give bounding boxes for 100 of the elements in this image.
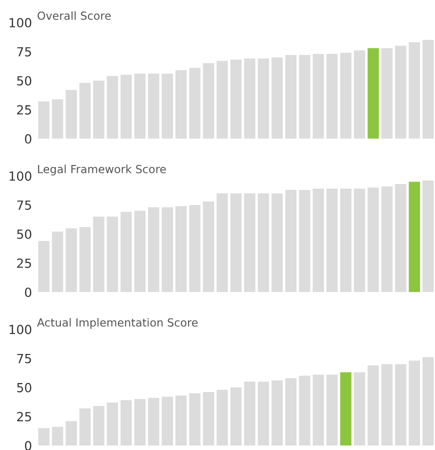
bar bbox=[285, 55, 297, 139]
bar bbox=[120, 400, 132, 446]
bar bbox=[312, 188, 324, 292]
bar bbox=[162, 396, 173, 446]
bar bbox=[148, 207, 160, 292]
bar bbox=[230, 193, 242, 292]
y-tick-label: 100 bbox=[10, 171, 32, 181]
bar bbox=[244, 193, 256, 292]
bar bbox=[66, 228, 77, 292]
bar bbox=[368, 365, 379, 446]
chart-title: Overall Score bbox=[38, 11, 111, 20]
bar bbox=[395, 46, 406, 139]
bar bbox=[38, 240, 50, 292]
bar bbox=[189, 204, 200, 292]
bar bbox=[244, 58, 256, 139]
y-tick-label: 25 bbox=[17, 258, 32, 268]
bar bbox=[408, 42, 420, 139]
bar bbox=[272, 380, 283, 446]
y-tick-label: 75 bbox=[17, 47, 32, 56]
bar bbox=[381, 48, 393, 139]
bar bbox=[395, 184, 406, 292]
bar bbox=[326, 54, 338, 139]
bar bbox=[312, 374, 324, 446]
bar bbox=[175, 206, 187, 292]
y-tick-label: 75 bbox=[17, 200, 32, 210]
bar bbox=[408, 360, 420, 446]
bar bbox=[189, 393, 200, 446]
bar bbox=[134, 210, 146, 292]
bar bbox=[106, 402, 118, 446]
bar bbox=[285, 378, 297, 446]
bar bbox=[244, 382, 256, 446]
bar bbox=[298, 55, 310, 139]
bar bbox=[422, 180, 434, 292]
bar bbox=[106, 76, 118, 139]
bar bbox=[381, 364, 393, 446]
bar bbox=[162, 74, 173, 139]
bar bbox=[340, 188, 352, 292]
y-tick-label: 100 bbox=[10, 18, 32, 28]
bar bbox=[66, 90, 77, 139]
bar bbox=[52, 99, 64, 139]
bar bbox=[79, 227, 91, 292]
y-tick-label: 50 bbox=[17, 229, 32, 239]
bar bbox=[230, 60, 242, 139]
bar bbox=[38, 428, 50, 446]
bar bbox=[66, 421, 77, 446]
bar bbox=[93, 80, 104, 139]
bar bbox=[79, 82, 91, 139]
bar bbox=[272, 193, 283, 292]
bar bbox=[258, 58, 270, 139]
bar bbox=[422, 357, 434, 446]
bar bbox=[120, 212, 132, 292]
bar bbox=[216, 193, 228, 292]
bar bbox=[298, 376, 310, 446]
bar bbox=[148, 74, 160, 139]
bar bbox=[148, 398, 160, 446]
bar bbox=[202, 201, 214, 292]
bar bbox=[258, 193, 270, 292]
y-tick-label: 0 bbox=[24, 288, 32, 298]
y-tick-label: 0 bbox=[24, 134, 32, 144]
chart-title: Legal Framework Score bbox=[38, 164, 166, 176]
y-tick-label: 25 bbox=[17, 105, 32, 115]
bar bbox=[79, 408, 91, 446]
bar bbox=[326, 374, 338, 446]
bar bbox=[202, 63, 214, 139]
bar bbox=[354, 372, 366, 446]
bar bbox=[93, 216, 104, 292]
bar bbox=[285, 190, 297, 292]
y-tick-label: 0 bbox=[24, 440, 32, 450]
bar bbox=[422, 40, 434, 139]
bar bbox=[230, 387, 242, 446]
bar bbox=[175, 70, 187, 139]
bar bbox=[216, 390, 228, 446]
y-tick-label: 25 bbox=[17, 412, 32, 422]
bar bbox=[216, 60, 228, 139]
y-tick-label: 50 bbox=[17, 382, 32, 392]
bar bbox=[354, 50, 366, 139]
y-tick-label: 75 bbox=[17, 354, 32, 364]
bar bbox=[202, 392, 214, 446]
y-tick-label: 100 bbox=[10, 324, 32, 334]
bar bbox=[52, 232, 64, 292]
bar bbox=[162, 207, 173, 292]
bar bbox=[326, 188, 338, 292]
bar bbox=[368, 48, 379, 139]
y-tick-label: 50 bbox=[17, 76, 32, 86]
bar bbox=[38, 102, 50, 139]
bar bbox=[258, 382, 270, 446]
bar bbox=[272, 57, 283, 139]
bar bbox=[134, 399, 146, 446]
bar bbox=[134, 74, 146, 139]
bar bbox=[93, 406, 104, 446]
bar bbox=[395, 364, 406, 446]
bar bbox=[381, 186, 393, 292]
bar bbox=[312, 54, 324, 139]
bar bbox=[175, 396, 187, 446]
bar bbox=[354, 188, 366, 292]
bar bbox=[340, 372, 352, 446]
bar bbox=[298, 190, 310, 292]
bar bbox=[189, 68, 200, 139]
bar bbox=[368, 188, 379, 292]
bar bbox=[120, 74, 132, 139]
